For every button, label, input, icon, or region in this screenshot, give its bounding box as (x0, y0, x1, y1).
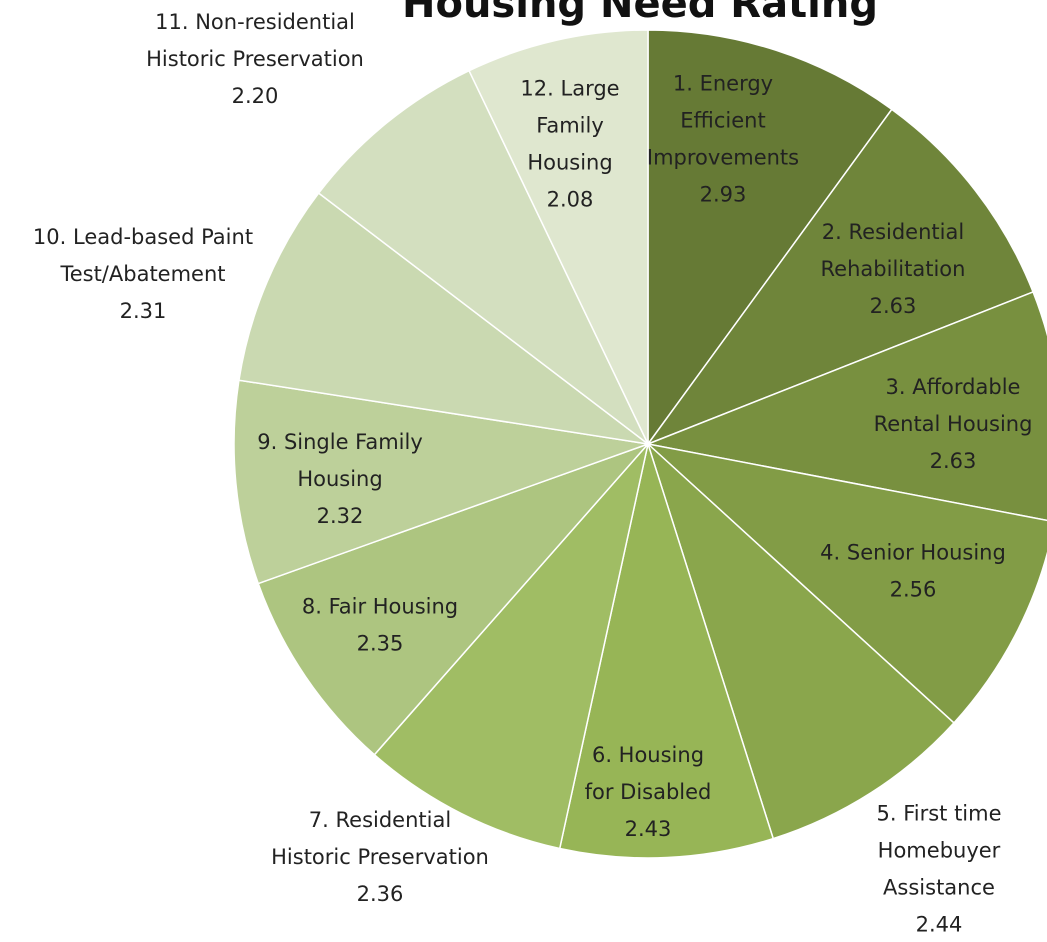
slice-label: 4. Senior Housing (820, 541, 1006, 565)
slice-label: 10. Lead-based Paint Test/Abatement (33, 225, 253, 286)
value-label: 2.20 (232, 84, 279, 108)
slice-label: 7. Residential Historic Preservation (271, 808, 489, 869)
labels: 1. Energy Efficient Improvements 2.93 2. Res… (33, 10, 1033, 937)
pie-slice (647, 29, 893, 447)
pie-slice (233, 379, 649, 585)
value-label: 2.93 (700, 183, 747, 207)
pie-slice (257, 443, 649, 756)
value-label: 2.56 (890, 578, 937, 602)
pie-slice (645, 290, 1047, 522)
pie-slice (645, 108, 1035, 446)
slice-label: 8. Fair Housing (302, 595, 458, 619)
pie-slice (558, 441, 775, 859)
pie-slice (646, 441, 956, 840)
value-label: 2.44 (916, 913, 963, 937)
value-label: 2.43 (625, 817, 672, 841)
value-label: 2.63 (870, 294, 917, 318)
slice-label: 3. Affordable Rental Housing (874, 375, 1033, 436)
slice-label: 1. Energy Efficient Improvements (647, 72, 799, 170)
pie-slice (645, 442, 1047, 724)
slice-label: 9. Single Family Housing (257, 430, 423, 491)
slice-label: 5. First time Homebuyer Assistance (876, 802, 1001, 900)
value-label: 2.32 (317, 504, 364, 528)
pie-slice (238, 192, 649, 445)
pie-slice (468, 29, 649, 445)
pie-slice (317, 69, 649, 445)
value-label: 2.36 (357, 882, 404, 906)
slice-label: 2. Residential Rehabilitation (821, 220, 966, 281)
pie-slice (373, 441, 650, 850)
slice-label: 12. Large Family Housing (520, 77, 619, 175)
value-label: 2.35 (357, 632, 404, 656)
pie (233, 29, 1047, 859)
slice-label: 11. Non-residential Historic Preservation (146, 10, 364, 71)
value-label: 2.63 (930, 449, 977, 473)
slice-label: 6. Housing for Disabled (585, 743, 712, 804)
value-label: 2.08 (547, 188, 594, 212)
chart-title: Housing Need Rating (402, 0, 878, 27)
value-label: 2.31 (120, 299, 167, 323)
